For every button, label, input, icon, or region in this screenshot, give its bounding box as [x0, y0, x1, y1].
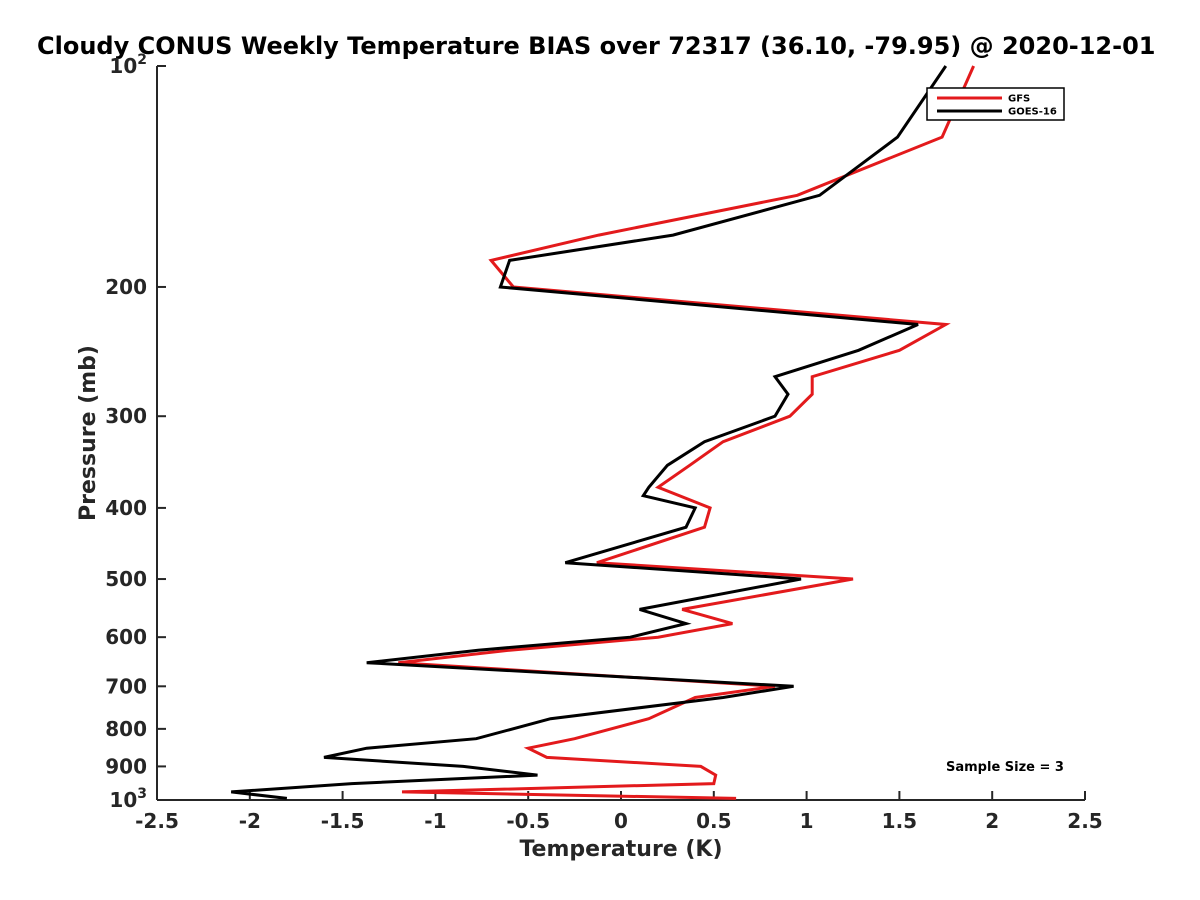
x-tick-label: 0	[614, 809, 628, 833]
x-tick-label: -1	[424, 809, 446, 833]
x-tick-label: -2.5	[135, 809, 179, 833]
y-tick-label: 200	[105, 275, 147, 299]
legend-box	[926, 87, 1065, 121]
sample-size-annotation: Sample Size = 3	[946, 760, 1064, 775]
x-tick-label: 2	[985, 809, 999, 833]
y-tick-label: 800	[105, 717, 147, 741]
y-tick-label: 102	[109, 52, 147, 78]
series-line-gfs	[398, 65, 975, 800]
y-tick-label-exponent: 2	[137, 52, 147, 68]
y-tick-label-base: 10	[109, 54, 137, 78]
series-line-goes-16	[231, 65, 948, 800]
y-tick-label: 600	[105, 625, 147, 649]
x-tick-label: 1	[800, 809, 814, 833]
x-tick-label: -2	[239, 809, 261, 833]
x-axis-label: Temperature (K)	[519, 837, 722, 862]
y-axis-label: Pressure (mb)	[76, 345, 101, 521]
x-tick-label: 0.5	[696, 809, 731, 833]
legend-label-goes16: GOES-16	[1008, 107, 1057, 118]
legend: GFS GOES-16	[926, 87, 1065, 121]
x-tick-label: -1.5	[321, 809, 365, 833]
y-tick-label: 900	[105, 754, 147, 778]
y-tick-label: 700	[105, 674, 147, 698]
y-tick-label: 103	[109, 786, 147, 812]
y-tick-label: 400	[105, 496, 147, 520]
y-tick-label-exponent: 3	[137, 786, 147, 802]
chart-title: Cloudy CONUS Weekly Temperature BIAS ove…	[37, 32, 1155, 60]
series-layer	[231, 65, 975, 800]
x-tick-label: -0.5	[506, 809, 550, 833]
x-tick-label: 2.5	[1067, 809, 1102, 833]
x-tick-label: 1.5	[882, 809, 917, 833]
y-tick-label: 500	[105, 567, 147, 591]
y-tick-label-base: 10	[109, 788, 137, 812]
legend-label-gfs: GFS	[1008, 94, 1030, 105]
y-tick-label: 300	[105, 404, 147, 428]
